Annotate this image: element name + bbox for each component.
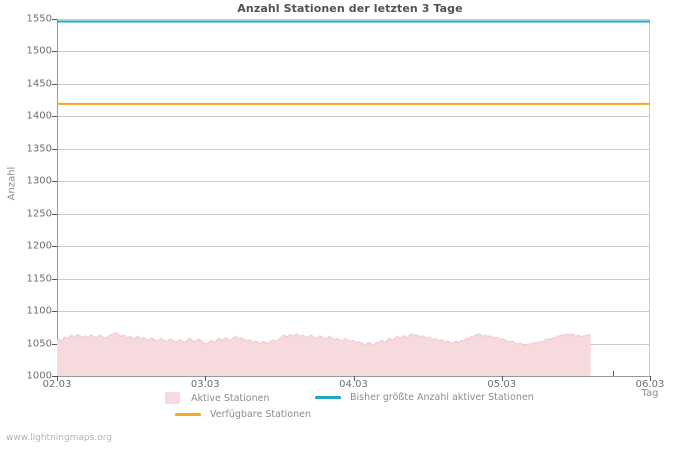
x-axis-tick-label: 03.03: [190, 379, 220, 390]
y-axis-tick-label: 1200: [26, 240, 52, 252]
y-axis-tick-label: 1250: [26, 208, 52, 220]
y-axis-tick-label: 1000: [26, 370, 52, 382]
y-axis-tick-label: 1150: [26, 273, 52, 285]
y-axis-tick-labels: 1000 1050 1100 1150 1200 1250 1300 1350 1400 1450…: [0, 0, 52, 450]
chart-title: Anzahl Stationen der letzten 3 Tage: [237, 2, 463, 15]
y-axis-tick-label: 1550: [26, 13, 52, 25]
y-axis-tick-label: 1400: [26, 110, 52, 122]
legend-label: Aktive Stationen: [191, 392, 270, 404]
legend-label: Bisher größte Anzahl aktiver Stationen: [350, 392, 534, 403]
y-axis-tick-label: 1450: [26, 78, 52, 90]
chart-legend: Aktive Stationen Bisher größte Anzahl akt…: [0, 392, 700, 432]
x-axis-label: Tag: [641, 388, 659, 399]
y-axis-tick-label: 1350: [26, 143, 52, 155]
x-axis-tick-label: 05.03: [487, 379, 517, 390]
x-axis-tick-label: 04.03: [339, 379, 368, 390]
legend-swatch-line-icon: [175, 413, 201, 416]
area-series-outline: [56, 331, 591, 347]
area-series-aktive-stationen: [57, 332, 591, 376]
x-axis-tick-label: 02.03: [42, 379, 72, 390]
y-axis-tick-label: 1100: [26, 305, 52, 317]
legend-item-aktive-stationen[interactable]: Aktive Stationen: [165, 392, 270, 404]
y-axis-tick-label: 1300: [26, 175, 52, 187]
legend-swatch-line-icon: [315, 396, 341, 399]
watermark-text: www.lightningmaps.org: [6, 433, 112, 443]
legend-item-verf-gbare-stationen[interactable]: Verfügbare Stationen: [175, 409, 311, 420]
legend-item-bisher-gr-te-anzahl-aktiver-stationen[interactable]: Bisher größte Anzahl aktiver Stationen: [315, 392, 534, 403]
x-axis-tick-label: 06.03: [635, 379, 665, 390]
legend-label: Verfügbare Stationen: [210, 409, 311, 420]
y-axis-tick-label: 1500: [26, 45, 52, 57]
legend-swatch-area-icon: [165, 392, 180, 404]
y-axis-tick-label: 1050: [26, 338, 52, 350]
